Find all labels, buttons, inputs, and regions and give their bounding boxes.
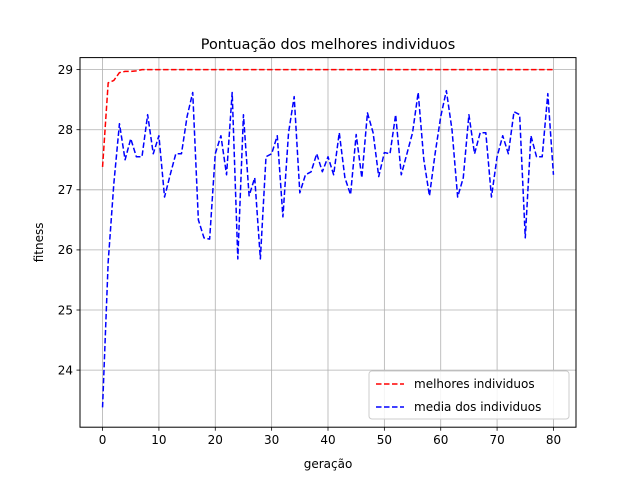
x-tick-label-10: 10 (151, 433, 166, 447)
legend: melhores individuos media dos individuos (368, 370, 570, 420)
chart-title: Pontuação dos melhores individuos (201, 37, 455, 53)
x-axis-label: geração (304, 457, 353, 471)
x-tick-label-30: 30 (264, 433, 279, 447)
x-tick-label-70: 70 (489, 433, 504, 447)
series-line-1 (101, 89, 555, 408)
legend-label-media: media dos individuos (414, 400, 541, 414)
y-tick-label-26: 26 (58, 243, 73, 257)
x-tick-label-80: 80 (546, 433, 561, 447)
x-tick-label-60: 60 (433, 433, 448, 447)
x-tick-label-20: 20 (208, 433, 223, 447)
x-tick-label-0: 0 (99, 433, 107, 447)
y-tick-label-29: 29 (58, 63, 73, 77)
legend-label-melhores: melhores individuos (414, 377, 535, 391)
y-axis-label: fitness (32, 223, 46, 263)
y-tick-label-27: 27 (58, 183, 73, 197)
y-tick-label-28: 28 (58, 123, 73, 137)
y-tick-label-24: 24 (58, 363, 73, 377)
legend-box (368, 370, 570, 420)
ticks: 0 10 20 30 40 50 60 70 80 24 25 26 27 28 29 (58, 63, 561, 447)
x-tick-label-40: 40 (320, 433, 335, 447)
series-layer (101, 68, 555, 408)
x-tick-label-50: 50 (377, 433, 392, 447)
y-tick-label-25: 25 (58, 303, 73, 317)
series-line-0 (101, 68, 554, 168)
